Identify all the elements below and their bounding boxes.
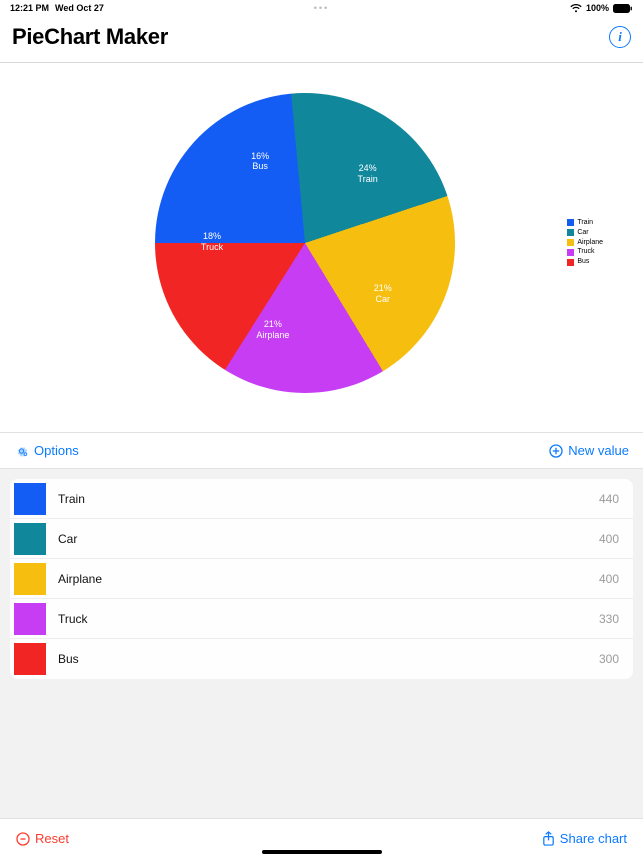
row-label: Bus	[58, 652, 599, 666]
list-item[interactable]: Car400	[10, 519, 633, 559]
legend-label: Car	[577, 228, 588, 238]
row-label: Car	[58, 532, 599, 546]
home-indicator	[262, 850, 382, 854]
list-item[interactable]: Airplane400	[10, 559, 633, 599]
legend-swatch	[567, 239, 574, 246]
slice-label: 21%Airplane	[256, 319, 289, 341]
wifi-icon	[570, 4, 582, 13]
reset-button[interactable]: Reset	[16, 831, 69, 846]
legend-item: Airplane	[567, 238, 603, 248]
legend-label: Truck	[577, 247, 594, 257]
color-swatch	[14, 563, 46, 595]
status-time: 12:21 PM	[10, 3, 49, 13]
color-swatch	[14, 523, 46, 555]
reset-label: Reset	[35, 831, 69, 846]
page-title: PieChart Maker	[12, 24, 168, 50]
share-button[interactable]: Share chart	[542, 831, 627, 846]
legend-item: Train	[567, 218, 603, 228]
list-item[interactable]: Train440	[10, 479, 633, 519]
row-value: 300	[599, 652, 619, 666]
legend-item: Truck	[567, 247, 603, 257]
reset-icon	[16, 832, 30, 846]
value-list: Train440Car400Airplane400Truck330Bus300	[10, 479, 633, 679]
row-value: 400	[599, 532, 619, 546]
color-swatch	[14, 643, 46, 675]
slice-label: 21%Car	[374, 283, 392, 305]
drag-handle-icon: •••	[314, 3, 329, 13]
battery-icon	[613, 4, 633, 13]
row-label: Airplane	[58, 572, 599, 586]
plus-circle-icon	[549, 444, 563, 458]
legend-label: Bus	[577, 257, 589, 267]
row-label: Truck	[58, 612, 599, 626]
legend-swatch	[567, 259, 574, 266]
legend-label: Airplane	[577, 238, 603, 248]
info-button[interactable]: i	[609, 26, 631, 48]
new-value-button[interactable]: New value	[549, 443, 629, 458]
slice-label: 24%Train	[358, 163, 378, 185]
battery-percent: 100%	[586, 3, 609, 13]
legend-label: Train	[577, 218, 593, 228]
color-swatch	[14, 483, 46, 515]
legend-item: Bus	[567, 257, 603, 267]
options-label: Options	[34, 443, 79, 458]
legend-item: Car	[567, 228, 603, 238]
row-value: 440	[599, 492, 619, 506]
row-value: 330	[599, 612, 619, 626]
row-value: 400	[599, 572, 619, 586]
row-label: Train	[58, 492, 599, 506]
new-value-label: New value	[568, 443, 629, 458]
gear-icon	[14, 444, 29, 458]
legend-swatch	[567, 229, 574, 236]
status-date: Wed Oct 27	[55, 3, 104, 13]
footer-toolbar: Reset Share chart	[0, 818, 643, 858]
legend-swatch	[567, 219, 574, 226]
color-swatch	[14, 603, 46, 635]
pie-chart: 24%Train 21%Car 21%Airplane 18%Truck 16%Bus	[155, 93, 455, 393]
chart-area: 24%Train21%Car21%Airplane18%Truck16%Bus …	[0, 63, 643, 433]
chart-toolbar: Options New value	[0, 433, 643, 469]
list-item[interactable]: Truck330	[10, 599, 633, 639]
share-icon	[542, 831, 555, 846]
legend-swatch	[567, 249, 574, 256]
share-label: Share chart	[560, 831, 627, 846]
options-button[interactable]: Options	[14, 443, 79, 458]
app-header: PieChart Maker i	[0, 16, 643, 63]
legend: TrainCarAirplaneTruckBus	[567, 218, 603, 267]
slice-label: 18%Truck	[201, 231, 223, 253]
slice-label: 16%Bus	[251, 151, 269, 173]
list-item[interactable]: Bus300	[10, 639, 633, 679]
